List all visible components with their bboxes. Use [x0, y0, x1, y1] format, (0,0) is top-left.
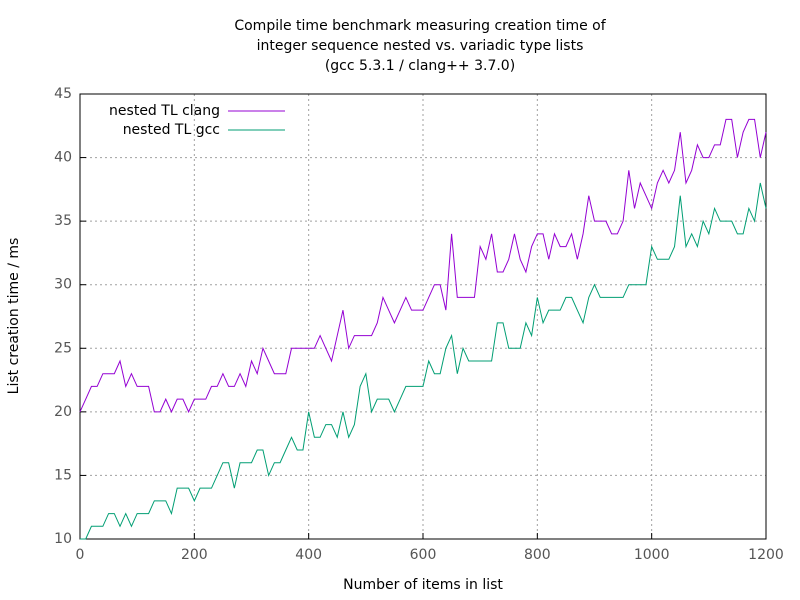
chart-title: integer sequence nested vs. variadic typ… — [257, 38, 584, 54]
y-tick-label: 40 — [54, 150, 72, 166]
x-tick-label: 200 — [181, 547, 208, 563]
x-tick-label: 0 — [76, 547, 85, 563]
x-tick-label: 1000 — [634, 547, 670, 563]
x-tick-label: 800 — [524, 547, 551, 563]
line-series — [80, 182, 767, 540]
chart-title: Compile time benchmark measuring creatio… — [234, 18, 606, 34]
y-tick-label: 10 — [54, 531, 72, 547]
y-tick-label: 15 — [54, 467, 72, 483]
x-tick-label: 600 — [410, 547, 437, 563]
plot-frame — [79, 93, 767, 540]
y-tick-label: 30 — [54, 277, 72, 293]
chart-title: (gcc 5.3.1 / clang++ 3.7.0) — [325, 58, 515, 74]
y-tick-label: 45 — [54, 86, 72, 102]
legend-label: nested TL gcc — [123, 122, 220, 138]
x-tick-label: 400 — [295, 547, 322, 563]
y-tick-label: 25 — [54, 340, 72, 356]
y-axis-label: List creation time / ms — [6, 238, 22, 395]
line-series — [79, 118, 767, 414]
x-tick-label: 1200 — [748, 547, 784, 563]
y-tick-label: 35 — [54, 213, 72, 229]
x-axis-label: Number of items in list — [343, 577, 503, 593]
legend-label: nested TL clang — [109, 103, 220, 119]
y-tick-label: 20 — [54, 404, 72, 420]
